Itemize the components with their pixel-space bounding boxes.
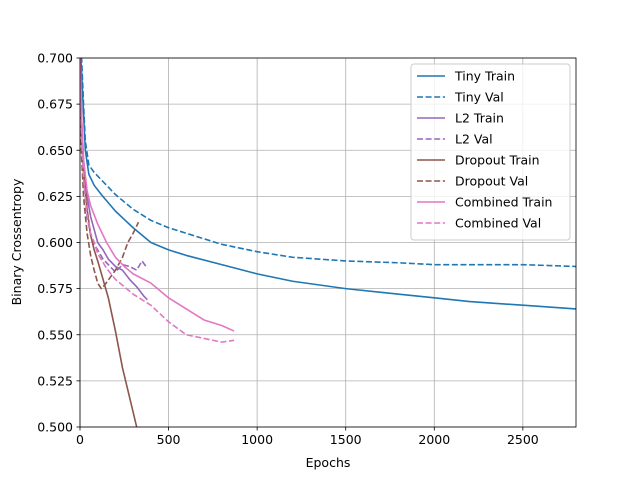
y-tick-label-1: 0.525 xyxy=(37,373,73,388)
x-tick-label-0: 0 xyxy=(76,432,84,447)
legend-label-5: Dropout Val xyxy=(455,174,528,189)
ticks: 0 500 1000 1500 2000 2500 0.500 0.525 0.550 0.575… xyxy=(37,51,539,448)
series-line-dropout-train xyxy=(80,76,138,427)
legend-box xyxy=(410,63,571,241)
y-tick-label-0: 0.500 xyxy=(37,420,73,435)
y-axis-label: Binary Crossentropy xyxy=(9,178,24,305)
x-tick-label-3: 1500 xyxy=(330,432,362,447)
y-tick-label-3: 0.575 xyxy=(37,281,73,296)
y-tick-label-2: 0.550 xyxy=(37,327,73,342)
y-tick-label-6: 0.650 xyxy=(37,143,73,158)
legend-label-6: Combined Train xyxy=(455,195,552,210)
x-tick-label-4: 2000 xyxy=(418,432,450,447)
series-lines xyxy=(80,58,576,427)
series-line-combined-train xyxy=(80,58,235,332)
y-tick-label-8: 0.700 xyxy=(37,51,73,66)
x-axis-label: Epochs xyxy=(306,455,351,470)
x-tick-label-5: 2500 xyxy=(507,432,539,447)
y-tick-label-7: 0.675 xyxy=(37,97,73,112)
x-tick-label-2: 1000 xyxy=(241,432,273,447)
y-tick-label-4: 0.600 xyxy=(37,235,73,250)
legend-label-3: L2 Val xyxy=(455,132,493,147)
x-tick-label-1: 500 xyxy=(157,432,181,447)
series-line-tiny-val xyxy=(80,58,576,268)
legend-label-7: Combined Val xyxy=(455,216,541,231)
series-line-dropout-val xyxy=(80,113,140,290)
series-line-combined-val xyxy=(80,76,235,343)
legend-label-4: Dropout Train xyxy=(455,153,540,168)
series-line-tiny-train xyxy=(80,58,576,310)
legend-label-0: Tiny Train xyxy=(454,69,515,84)
legend-label-2: L2 Train xyxy=(455,111,504,126)
series-line-l2-train xyxy=(80,58,148,301)
legend: Tiny Train Tiny Val L2 Train L2 Val Dropout … xyxy=(410,63,571,241)
y-tick-label-5: 0.625 xyxy=(37,189,73,204)
legend-label-1: Tiny Val xyxy=(454,90,504,105)
